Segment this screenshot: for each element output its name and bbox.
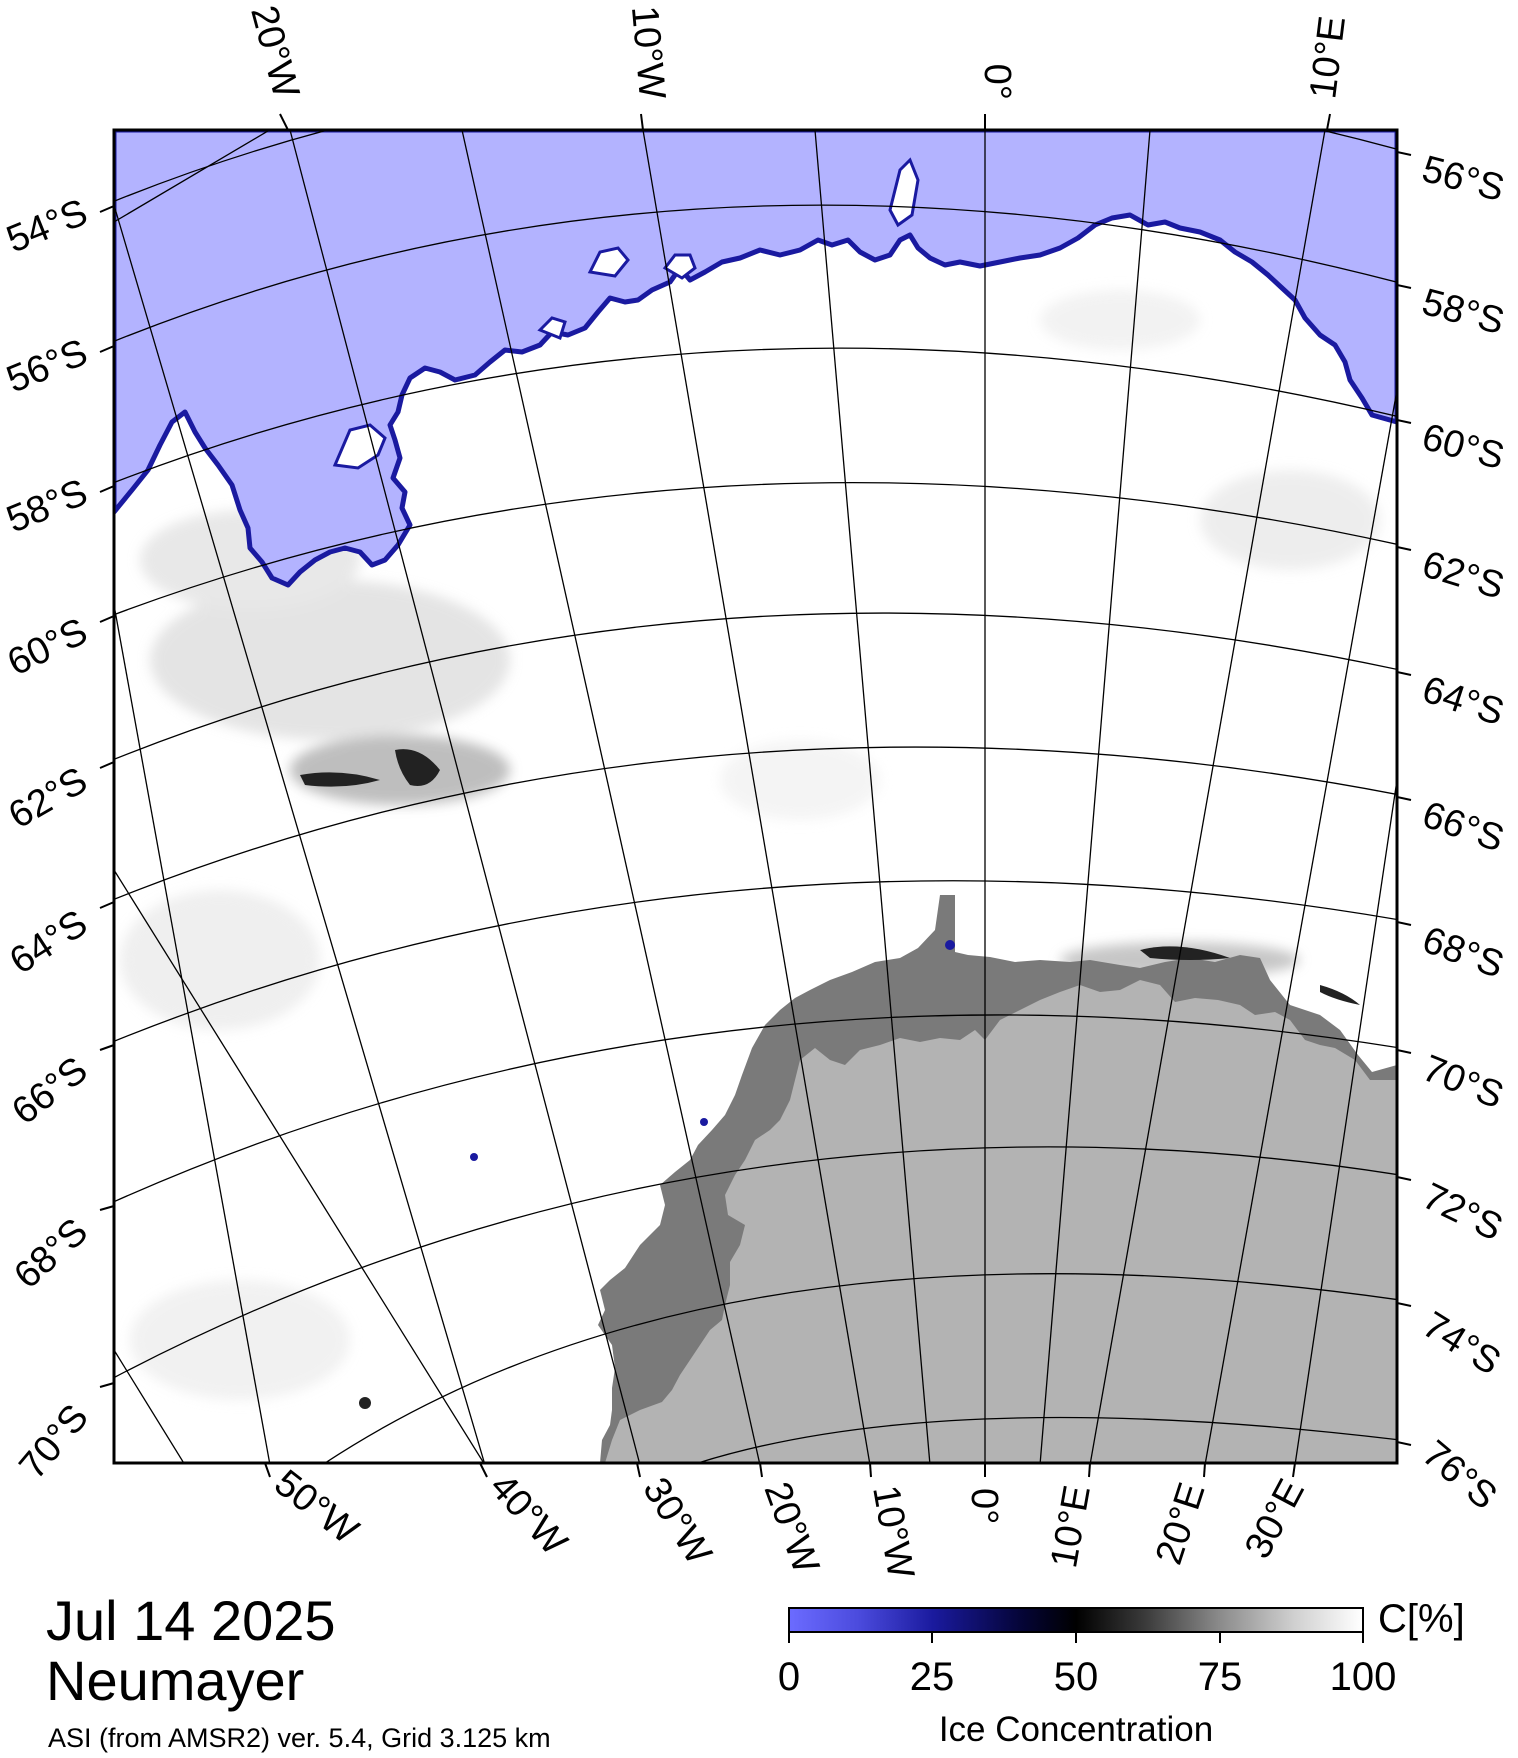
colorbar-tick-label: 100 xyxy=(1329,1655,1397,1699)
ice-floe xyxy=(587,246,630,278)
bottom-lon-label: 10°E xyxy=(1043,1482,1099,1571)
ice-floe xyxy=(662,253,697,280)
ice-floe xyxy=(888,157,920,228)
right-lat-label: 60°S xyxy=(1418,416,1509,478)
left-lat-label: 62°S xyxy=(2,759,95,837)
station-name: Neumayer xyxy=(46,1649,305,1712)
right-lat-label: 70°S xyxy=(1417,1047,1510,1117)
ice-floe xyxy=(537,316,567,340)
left-lat-label: 70°S xyxy=(11,1397,96,1487)
right-lat-label: 64°S xyxy=(1417,669,1509,735)
top-lon-label: 10°W xyxy=(623,4,673,101)
right-lat-label: 68°S xyxy=(1417,919,1509,987)
right-lat-label: 72°S xyxy=(1416,1175,1509,1249)
right-lat-label: 62°S xyxy=(1417,543,1508,607)
bottom-lon-label: 30°W xyxy=(634,1471,719,1573)
colorbar-tick-mark xyxy=(1219,1633,1221,1643)
right-lat-label: 66°S xyxy=(1417,794,1509,861)
bottom-lon-label: 40°W xyxy=(481,1466,575,1564)
bottom-lon-label: 0° xyxy=(963,1488,1005,1524)
latitude-lines xyxy=(114,130,1397,1463)
colorbar-unit: C[%] xyxy=(1378,1597,1465,1641)
ice-floe xyxy=(332,423,387,470)
longitude-lines xyxy=(114,130,1397,1463)
map-date: Jul 14 2025 xyxy=(46,1589,336,1652)
bottom-lon-label: 20°E xyxy=(1148,1478,1214,1570)
top-lon-label: 10°E xyxy=(1302,14,1354,101)
right-lat-label: 58°S xyxy=(1418,281,1509,343)
left-lat-label: 54°S xyxy=(1,191,94,261)
map-frame xyxy=(112,128,1399,1465)
left-lat-label: 66°S xyxy=(4,1049,95,1133)
left-lat-label: 68°S xyxy=(6,1210,96,1297)
top-lon-label: 20°W xyxy=(242,1,307,102)
colorbar-tick-mark xyxy=(788,1633,790,1643)
colorbar-tick-mark xyxy=(1362,1633,1364,1643)
bottom-lon-label: 10°W xyxy=(864,1482,922,1581)
left-lat-label: 64°S xyxy=(3,902,95,982)
axis-ticks xyxy=(99,113,1412,1478)
colorbar xyxy=(788,1607,1364,1633)
bottom-lon-label: 50°W xyxy=(266,1462,366,1553)
left-lat-label: 56°S xyxy=(1,331,94,401)
colorbar-tick-mark xyxy=(1075,1633,1077,1643)
right-lat-label: 56°S xyxy=(1418,148,1509,210)
colorbar-title: Ice Concentration xyxy=(938,1710,1214,1749)
colorbar-tick-label: 75 xyxy=(1197,1655,1243,1699)
colorbar-tick-label: 25 xyxy=(909,1655,955,1699)
left-lat-label: 60°S xyxy=(1,610,94,684)
bottom-lon-label: 20°W xyxy=(756,1477,827,1579)
right-lat-label: 74°S xyxy=(1415,1304,1507,1384)
colorbar-tick-label: 0 xyxy=(777,1655,801,1699)
left-lat-label: 58°S xyxy=(1,471,94,541)
continent xyxy=(605,980,1397,1463)
colorbar-tick-label: 50 xyxy=(1053,1655,1099,1699)
bottom-lon-label: 30°E xyxy=(1237,1473,1313,1566)
colorbar-tick-mark xyxy=(931,1633,933,1643)
data-source-note: ASI (from AMSR2) ver. 5.4, Grid 3.125 km xyxy=(48,1723,551,1753)
top-lon-label: 0° xyxy=(976,64,1018,100)
right-lat-label: 76°S xyxy=(1414,1433,1504,1518)
low-concentration-patches xyxy=(300,749,1360,1409)
